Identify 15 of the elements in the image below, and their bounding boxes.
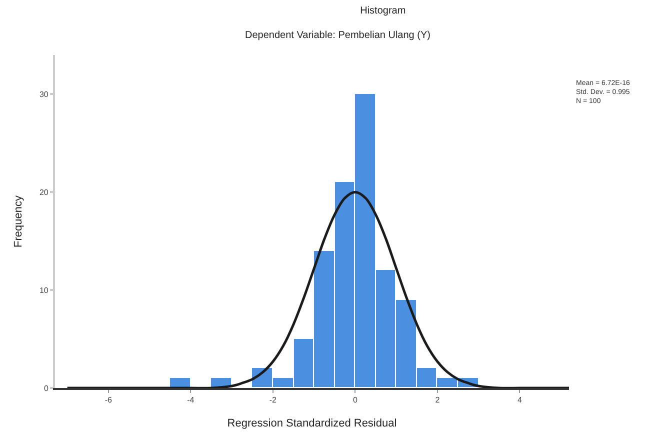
x-tick-label: 0 bbox=[352, 396, 358, 405]
y-tick-label: 30 bbox=[39, 90, 49, 99]
y-axis-title: Frequency bbox=[12, 195, 25, 248]
chart-title: Histogram bbox=[360, 6, 406, 17]
x-tick-label: 2 bbox=[435, 396, 440, 405]
x-axis-title: Regression Standardized Residual bbox=[227, 417, 397, 430]
y-tick-label: 10 bbox=[39, 286, 49, 295]
x-tick-label: -2 bbox=[269, 396, 278, 405]
y-tick-label: 0 bbox=[44, 384, 49, 393]
y-tick-label: 20 bbox=[39, 188, 49, 197]
line-series bbox=[66, 190, 569, 388]
x-tick-label: -4 bbox=[187, 396, 195, 405]
x-tick-label: 4 bbox=[517, 396, 522, 405]
chart-subtitle: Dependent Variable: Pembelian Ulang (Y) bbox=[245, 30, 430, 41]
x-tick-label: -6 bbox=[104, 396, 113, 405]
